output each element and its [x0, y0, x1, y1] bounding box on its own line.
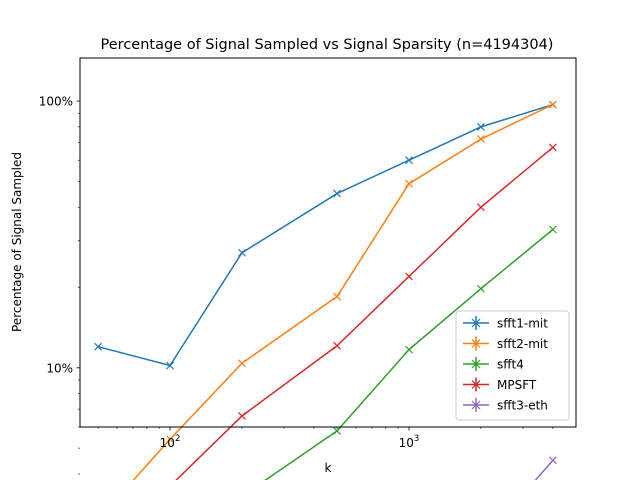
legend-label: MPSFT [497, 378, 537, 392]
x-tick-label: 102 [160, 434, 181, 450]
y-tick-label: 100% [39, 95, 73, 109]
data-point-sfft1-mit [238, 249, 245, 256]
data-point-MPSFT [334, 342, 341, 349]
legend-label: sfft2-mit [497, 337, 548, 351]
data-point-sfft1-mit [334, 190, 341, 197]
data-point-sfft4 [405, 346, 412, 353]
y-axis-label: Percentage of Signal Sampled [10, 152, 24, 332]
data-point-sfft2-mit [405, 180, 412, 187]
data-point-MPSFT [405, 273, 412, 280]
x-tick-label: 103 [399, 434, 420, 450]
legend-entry: sfft2-mit [463, 337, 548, 352]
data-point-sfft1-mit [405, 157, 412, 164]
legend-label: sfft3-eth [497, 399, 548, 413]
data-point-sfft2-mit [477, 136, 484, 143]
data-point-MPSFT [477, 204, 484, 211]
y-tick-label: 10% [46, 361, 73, 375]
series-lines [95, 101, 557, 480]
legend: sfft1-mit sfft2-mit sfft4 MPSFT sfft3-eth [456, 311, 569, 420]
series-line-sfft2-mit [98, 105, 553, 480]
legend-label: sfft4 [497, 358, 524, 372]
chart-title: Percentage of Signal Sampled vs Signal S… [101, 37, 554, 53]
legend-label: sfft1-mit [497, 317, 548, 331]
data-point-sfft2-mit [334, 293, 341, 300]
data-point-sfft2-mit [238, 360, 245, 367]
x-axis-label: k [325, 461, 332, 475]
data-point-MPSFT [549, 144, 556, 151]
data-point-sfft4 [549, 226, 556, 233]
legend-entry: sfft1-mit [463, 316, 548, 331]
data-point-MPSFT [238, 412, 245, 419]
data-point-sfft3-eth [549, 457, 556, 464]
legend-entry: sfft3-eth [463, 398, 548, 413]
data-point-sfft4 [477, 285, 484, 292]
